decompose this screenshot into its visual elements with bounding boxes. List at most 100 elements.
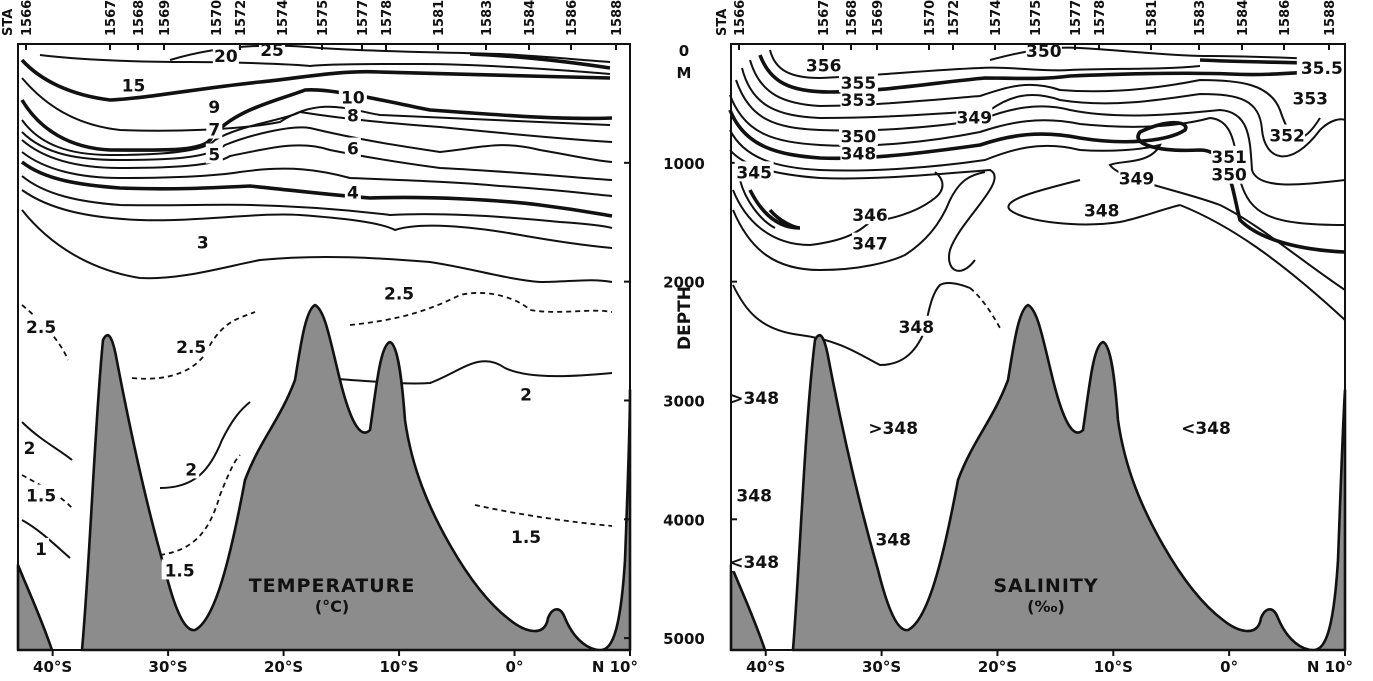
isotherm-5 bbox=[20, 160, 613, 218]
isotherm-1-5-east bbox=[474, 504, 613, 527]
station-label: 1577 bbox=[1069, 0, 1084, 36]
contour-label-bg bbox=[838, 72, 878, 93]
contour-label-bg bbox=[206, 118, 223, 139]
station-label: 1566 bbox=[733, 0, 748, 36]
isotherm-2-5-east bbox=[349, 292, 613, 326]
contour-label-bg bbox=[212, 44, 239, 65]
isohaline-353 bbox=[741, 67, 1346, 158]
isohaline-352 bbox=[735, 79, 1346, 186]
contour-label: 2 bbox=[185, 460, 197, 480]
contour-label-bg bbox=[840, 142, 877, 163]
contour-label-bg bbox=[731, 551, 778, 572]
contour-label-bg bbox=[183, 458, 200, 479]
contour-label-bg bbox=[206, 95, 223, 116]
contour-label: 348 bbox=[841, 144, 877, 164]
ocean-floor-ridge bbox=[791, 303, 1347, 652]
station-label: 1586 bbox=[565, 0, 580, 36]
depth-top-label: 0 bbox=[679, 42, 689, 60]
isotherm-7 bbox=[21, 139, 613, 181]
contour-label: 25 bbox=[260, 41, 284, 61]
temperature-contour-labels: 25 20 15 10 9 8 7 6 5 4 3 2.5 2.5 2.5 2 2 2 1.5 1.5 1.5 1 bbox=[21, 38, 545, 581]
isotherm-1-5-mid bbox=[159, 454, 241, 556]
contour-label-bg bbox=[1209, 163, 1249, 184]
contour-label: 349 bbox=[1119, 169, 1155, 189]
station-label: 1575 bbox=[316, 0, 331, 36]
contour-label-bg bbox=[1269, 124, 1306, 145]
station-label: 1583 bbox=[1193, 0, 1208, 36]
contour-label: <348 bbox=[729, 553, 779, 573]
station-label: 1574 bbox=[276, 0, 291, 36]
isotherm-4 bbox=[21, 189, 613, 249]
x-tick-label: N 10° bbox=[1307, 658, 1353, 676]
contour-label: 349 bbox=[957, 109, 993, 129]
station-label: 1575 bbox=[1029, 0, 1044, 36]
station-label: 1577 bbox=[356, 0, 371, 36]
temperature-x-axis: 40°S 30°S 20°S 10°S 0° N 10° bbox=[33, 650, 638, 676]
isotherm-upper bbox=[469, 52, 611, 70]
isotherm-4-5 bbox=[21, 175, 613, 229]
x-tick-label: 10°S bbox=[379, 658, 418, 676]
contour-label: 353 bbox=[1292, 90, 1328, 110]
contour-label: 345 bbox=[736, 163, 772, 183]
contour-label-bg bbox=[21, 437, 38, 457]
station-label: 1572 bbox=[947, 0, 962, 36]
isohaline-348-deep bbox=[732, 282, 971, 367]
contour-label: 2.5 bbox=[176, 338, 206, 358]
salinity-frame bbox=[730, 43, 1346, 651]
contour-label: 353 bbox=[841, 91, 877, 111]
station-label: 1578 bbox=[1093, 0, 1108, 36]
salinity-panel: STA 1566 1567 1568 1569 1570 1572 1574 1575 1577… bbox=[715, 0, 1353, 676]
x-tick-label: 30°S bbox=[149, 658, 188, 676]
contour-label: >348 bbox=[729, 389, 779, 409]
contour-label-bg bbox=[119, 74, 148, 95]
isotherm-8 bbox=[21, 126, 613, 163]
salinity-x-axis: 40°S 30°S 20°S 10°S 0° N 10° bbox=[746, 650, 1353, 676]
contour-label-bg bbox=[33, 538, 50, 558]
station-label: 1574 bbox=[989, 0, 1004, 36]
contour-label: 352 bbox=[1269, 126, 1305, 146]
station-label: 1568 bbox=[845, 0, 860, 36]
contour-label: 15 bbox=[122, 77, 146, 97]
x-tick-label: 0° bbox=[506, 658, 524, 676]
isotherm-6 bbox=[21, 151, 613, 197]
isohaline-348-east bbox=[1179, 204, 1346, 321]
contour-label-bg bbox=[23, 484, 60, 505]
contour-label-bg bbox=[173, 336, 210, 356]
x-tick-label: 20°S bbox=[978, 658, 1017, 676]
contour-label-bg bbox=[344, 137, 361, 158]
station-label: 1586 bbox=[1278, 0, 1293, 36]
isotherm-12 bbox=[21, 77, 611, 132]
contour-label-bg bbox=[344, 104, 361, 125]
contour-label: 2.5 bbox=[26, 318, 56, 338]
contour-label: 5 bbox=[208, 146, 220, 166]
isohaline-348-upper bbox=[729, 149, 996, 272]
contour-label: 8 bbox=[347, 106, 359, 126]
temperature-panel: STA 1566 1567 1568 1569 1570 1572 1574 1575 1577… bbox=[1, 0, 638, 676]
contour-label-bg bbox=[852, 204, 889, 225]
salinity-unit: (‰) bbox=[1027, 597, 1065, 616]
isotherm-2-5-mid bbox=[131, 311, 256, 380]
contour-label-bg bbox=[1292, 87, 1329, 108]
isohaline-345-lens bbox=[748, 189, 801, 230]
station-label: 1588 bbox=[1323, 0, 1338, 36]
contour-label: 350 bbox=[1211, 166, 1247, 186]
station-label: 1584 bbox=[523, 0, 538, 36]
station-label: 1567 bbox=[104, 0, 119, 36]
isotherm-2-east bbox=[319, 360, 613, 385]
depth-tick-label: 5000 bbox=[663, 630, 705, 648]
contour-label: 35.5 bbox=[1301, 59, 1343, 79]
salinity-bathymetry bbox=[729, 303, 1347, 652]
contour-label: 2.5 bbox=[384, 285, 414, 305]
station-label: 1581 bbox=[1145, 0, 1160, 36]
x-tick-label: 40°S bbox=[33, 658, 72, 676]
isotherm-9 bbox=[21, 110, 613, 157]
contour-label: 1 bbox=[35, 540, 47, 560]
isotherm-2-mid bbox=[159, 401, 251, 489]
station-label: 1588 bbox=[610, 0, 625, 36]
salinity-title: SALINITY bbox=[993, 575, 1098, 597]
contour-label: 1.5 bbox=[26, 487, 56, 507]
station-label: 1581 bbox=[432, 0, 447, 36]
contour-label-bg bbox=[1025, 40, 1062, 61]
temperature-unit: (°C) bbox=[315, 597, 349, 616]
station-label: 1567 bbox=[817, 0, 832, 36]
